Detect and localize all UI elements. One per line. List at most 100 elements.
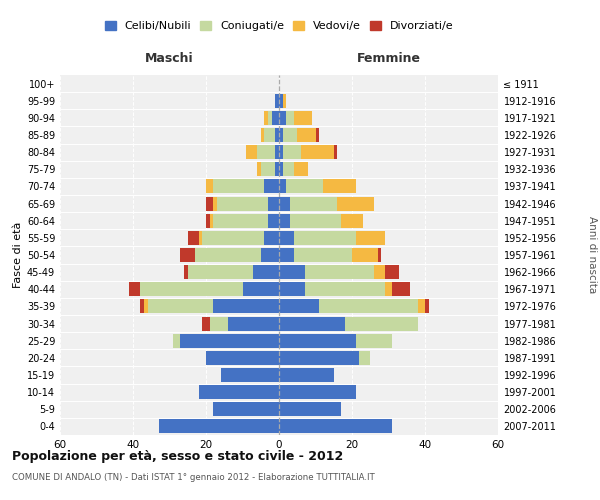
Text: Femmine: Femmine <box>356 52 421 64</box>
Bar <box>257 145 275 159</box>
Bar <box>209 316 228 330</box>
Bar <box>206 196 214 210</box>
Bar <box>130 282 140 296</box>
Bar <box>279 180 286 194</box>
Bar <box>356 334 392 347</box>
Bar <box>290 196 337 210</box>
Bar <box>334 145 337 159</box>
Bar <box>214 214 268 228</box>
Bar <box>344 316 418 330</box>
Bar <box>337 196 374 210</box>
Bar <box>214 300 279 314</box>
Bar <box>279 282 305 296</box>
Bar <box>356 231 385 245</box>
Y-axis label: Fasce di età: Fasce di età <box>13 222 23 288</box>
Bar <box>265 128 275 142</box>
Bar <box>253 265 279 279</box>
Bar <box>305 282 385 296</box>
Bar <box>279 196 290 210</box>
Bar <box>323 180 356 194</box>
Bar <box>148 300 214 314</box>
Bar <box>140 282 242 296</box>
Bar <box>385 265 400 279</box>
Bar <box>195 248 261 262</box>
Bar <box>275 145 279 159</box>
Bar <box>319 300 418 314</box>
Bar <box>279 231 293 245</box>
Bar <box>206 180 214 194</box>
Bar <box>293 162 308 176</box>
Bar <box>290 214 341 228</box>
Bar <box>199 231 202 245</box>
Bar <box>279 300 319 314</box>
Bar <box>188 231 199 245</box>
Bar <box>279 316 344 330</box>
Bar <box>261 128 265 142</box>
Bar <box>275 128 279 142</box>
Bar <box>279 334 356 347</box>
Bar <box>279 402 341 416</box>
Bar <box>425 300 428 314</box>
Bar <box>261 162 275 176</box>
Bar <box>181 334 279 347</box>
Bar <box>385 282 392 296</box>
Bar <box>279 162 283 176</box>
Bar <box>316 128 319 142</box>
Bar <box>265 111 268 125</box>
Bar <box>293 248 352 262</box>
Bar <box>279 94 283 108</box>
Bar <box>305 265 374 279</box>
Bar <box>283 128 297 142</box>
Bar <box>279 145 283 159</box>
Bar <box>181 248 195 262</box>
Bar <box>184 265 188 279</box>
Bar <box>293 231 356 245</box>
Bar <box>140 300 144 314</box>
Bar <box>275 162 279 176</box>
Bar <box>265 231 279 245</box>
Bar <box>301 145 334 159</box>
Text: COMUNE DI ANDALO (TN) - Dati ISTAT 1° gennaio 2012 - Elaborazione TUTTITALIA.IT: COMUNE DI ANDALO (TN) - Dati ISTAT 1° ge… <box>12 472 375 482</box>
Bar <box>279 351 359 365</box>
Bar <box>261 248 279 262</box>
Bar <box>279 368 334 382</box>
Bar <box>341 214 363 228</box>
Bar <box>221 368 279 382</box>
Bar <box>242 282 279 296</box>
Bar <box>214 196 217 210</box>
Bar <box>173 334 181 347</box>
Bar <box>392 282 410 296</box>
Bar <box>209 214 214 228</box>
Bar <box>374 265 385 279</box>
Bar <box>279 111 286 125</box>
Bar <box>217 196 268 210</box>
Bar <box>268 214 279 228</box>
Bar <box>206 351 279 365</box>
Text: Maschi: Maschi <box>145 52 194 64</box>
Bar <box>202 316 209 330</box>
Bar <box>279 248 293 262</box>
Bar <box>268 111 272 125</box>
Bar <box>188 265 253 279</box>
Text: Anni di nascita: Anni di nascita <box>587 216 597 294</box>
Bar <box>268 196 279 210</box>
Bar <box>272 111 279 125</box>
Bar <box>246 145 257 159</box>
Bar <box>275 94 279 108</box>
Bar <box>144 300 148 314</box>
Bar <box>283 145 301 159</box>
Bar <box>359 351 370 365</box>
Bar <box>279 265 305 279</box>
Bar <box>206 214 209 228</box>
Legend: Celibi/Nubili, Coniugati/e, Vedovi/e, Divorziati/e: Celibi/Nubili, Coniugati/e, Vedovi/e, Di… <box>101 18 457 34</box>
Bar <box>158 420 279 434</box>
Bar <box>199 385 279 399</box>
Bar <box>283 162 293 176</box>
Bar <box>214 180 265 194</box>
Bar <box>279 214 290 228</box>
Bar <box>286 111 293 125</box>
Bar <box>352 248 377 262</box>
Bar <box>202 231 265 245</box>
Bar <box>279 420 392 434</box>
Bar <box>297 128 316 142</box>
